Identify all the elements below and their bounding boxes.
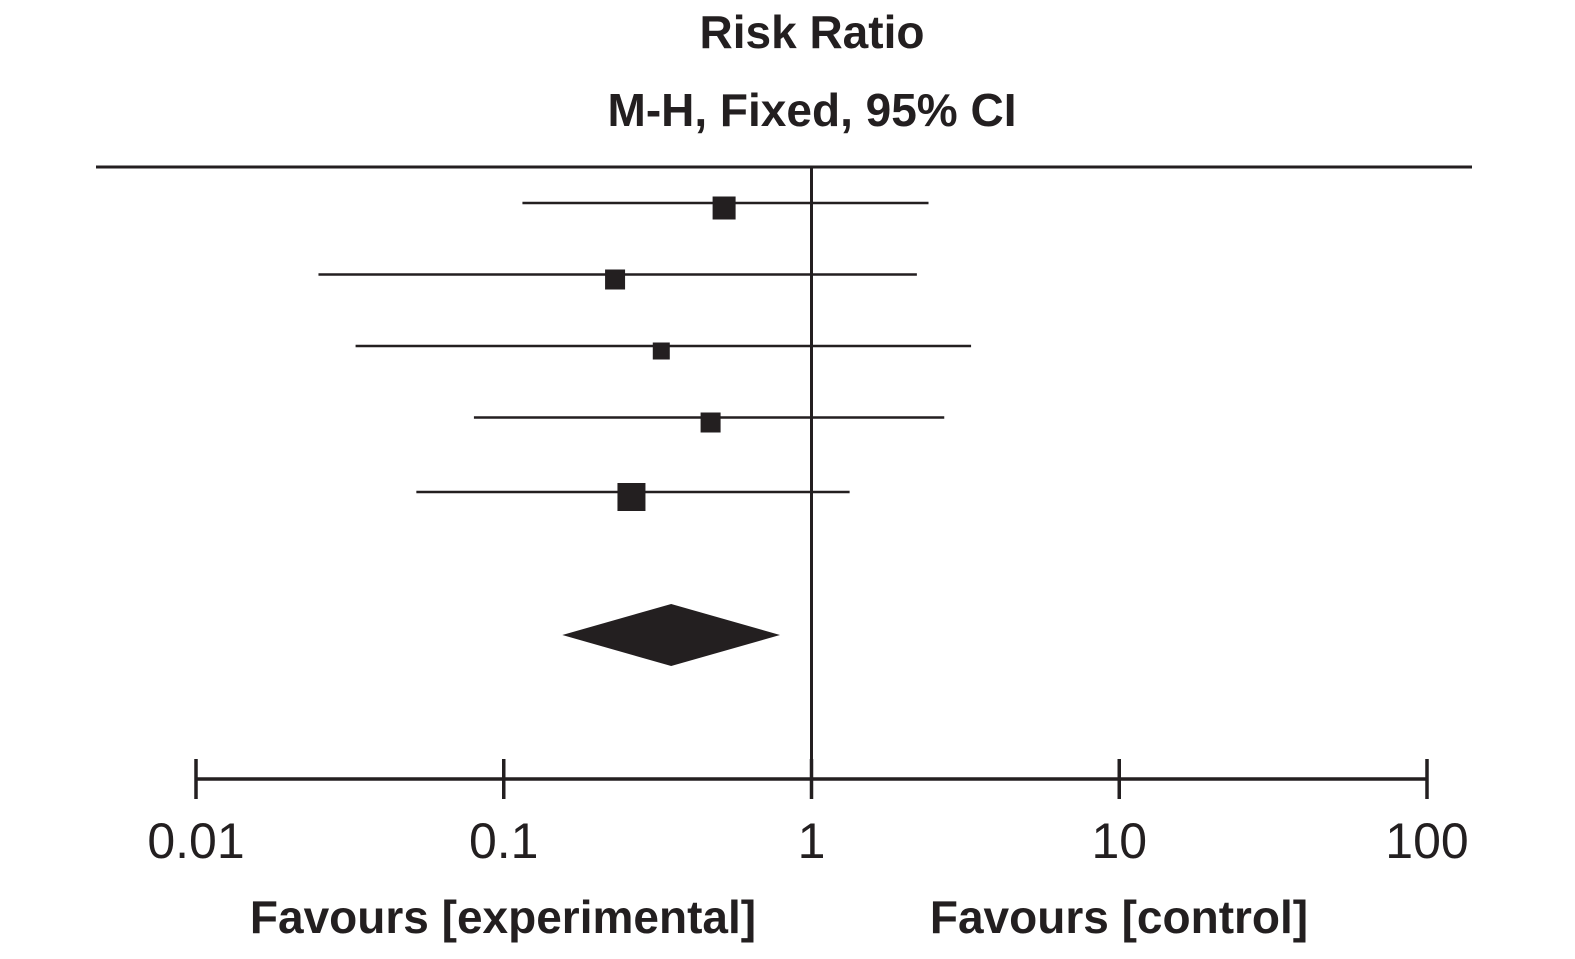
study-estimate-square-1 [712,196,736,220]
study-row-2 [318,269,917,290]
study-row-5 [416,483,850,511]
favours-control-label: Favours [control] [930,891,1308,943]
x-tick-label-10: 10 [1091,813,1147,869]
favours-experimental-label: Favours [experimental] [250,891,756,943]
study-row-1 [522,196,929,220]
study-estimate-square-4 [700,412,721,433]
x-tick-label-1: 1 [798,813,826,869]
x-tick-label-0.01: 0.01 [147,813,244,869]
study-layer [318,167,972,779]
chart-subtitle: M-H, Fixed, 95% CI [608,84,1017,136]
study-estimate-square-5 [617,483,646,511]
study-row-3 [355,342,972,360]
x-axis: 0.01 0.1 1 10 100 [147,759,1469,869]
pooled-estimate-diamond [562,604,780,666]
chart-title: Risk Ratio [700,6,925,58]
study-estimate-square-3 [652,342,670,360]
x-tick-label-0.1: 0.1 [469,813,539,869]
x-tick-label-100: 100 [1385,813,1468,869]
study-row-4 [473,412,945,433]
study-estimate-square-2 [605,269,626,290]
